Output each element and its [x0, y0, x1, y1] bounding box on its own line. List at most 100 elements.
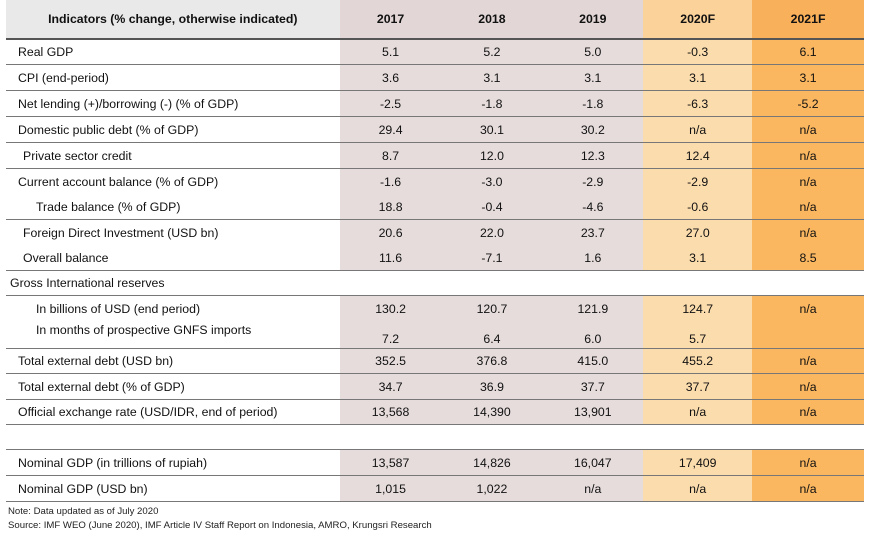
- value-cell: n/a: [643, 400, 753, 424]
- value-cell: 5.2: [441, 40, 543, 64]
- value-cell: 8.5: [752, 245, 864, 270]
- value-cell: 13,587: [339, 450, 442, 475]
- value-cell: 3.1: [441, 65, 543, 90]
- value-cell: n/a: [752, 374, 864, 399]
- value-cell: 12.4: [643, 143, 753, 168]
- table-row: Current account balance (% of GDP) -1.6 …: [6, 169, 864, 194]
- value-cell: 376.8: [441, 349, 543, 373]
- value-cell: 12.0: [441, 143, 543, 168]
- value-cell: 29.4: [339, 117, 442, 142]
- table-row: Foreign Direct Investment (USD bn) 20.6 …: [6, 220, 864, 245]
- value-cell: n/a: [752, 349, 864, 373]
- table-row: Nominal GDP (USD bn) 1,015 1,022 n/a n/a…: [6, 476, 864, 502]
- value-cell: 18.8: [339, 194, 442, 219]
- header-year-2020f: 2020F: [643, 0, 753, 38]
- value-cell: 6.4: [441, 321, 543, 348]
- value-cell: 14,390: [441, 400, 543, 424]
- section-label: Gross International reserves: [6, 271, 340, 295]
- value-cell: n/a: [752, 220, 864, 245]
- value-cell: n/a: [752, 450, 864, 475]
- value-cell: 3.1: [643, 245, 753, 270]
- value-cell: n/a: [752, 169, 864, 194]
- value-cell: 27.0: [643, 220, 753, 245]
- value-cell: 5.7: [643, 321, 753, 348]
- value-cell: n/a: [752, 400, 864, 424]
- table-source: Source: IMF WEO (June 2020), IMF Article…: [8, 520, 432, 531]
- value-cell: 22.0: [441, 220, 543, 245]
- value-cell: 3.6: [339, 65, 442, 90]
- table-row: In months of prospective GNFS imports 7.…: [6, 321, 864, 349]
- row-label: Net lending (+)/borrowing (-) (% of GDP): [6, 91, 340, 116]
- value-cell: 1.6: [542, 245, 644, 270]
- row-label: Domestic public debt (% of GDP): [6, 117, 340, 142]
- value-cell: -0.3: [643, 40, 753, 64]
- value-cell: -7.1: [441, 245, 543, 270]
- row-label: Total external debt (% of GDP): [6, 374, 340, 399]
- header-year-2018: 2018: [441, 0, 543, 38]
- value-cell: -6.3: [643, 91, 753, 116]
- section-row: Gross International reserves: [6, 271, 864, 295]
- value-cell: n/a: [752, 476, 864, 501]
- value-cell: 13,568: [339, 400, 442, 424]
- table-row: Net lending (+)/borrowing (-) (% of GDP)…: [6, 91, 864, 117]
- value-cell: n/a: [752, 194, 864, 219]
- value-cell: 37.7: [643, 374, 753, 399]
- value-cell: -1.8: [441, 91, 543, 116]
- table-row: Total external debt (USD bn) 352.5 376.8…: [6, 349, 864, 374]
- value-cell: 34.7: [339, 374, 442, 399]
- table-row: Private sector credit 8.7 12.0 12.3 12.4…: [6, 143, 864, 169]
- header-year-2019: 2019: [542, 0, 644, 38]
- value-cell: 30.2: [542, 117, 644, 142]
- value-cell: n/a: [752, 296, 864, 321]
- value-cell: 37.7: [542, 374, 644, 399]
- value-cell: 124.7: [643, 296, 753, 321]
- row-label: Trade balance (% of GDP): [6, 194, 340, 219]
- table-row: CPI (end-period) 3.6 3.1 3.1 3.1 3.1: [6, 65, 864, 91]
- table-header: Indicators (% change, otherwise indicate…: [6, 0, 864, 40]
- table-note: Note: Data updated as of July 2020: [8, 506, 159, 517]
- value-cell: 120.7: [441, 296, 543, 321]
- value-cell: 30.1: [441, 117, 543, 142]
- value-cell: 455.2: [643, 349, 753, 373]
- value-cell: n/a: [542, 476, 644, 501]
- value-cell: 6.1: [752, 40, 864, 64]
- value-cell: 13,901: [542, 400, 644, 424]
- row-label: In months of prospective GNFS imports: [6, 321, 340, 348]
- row-label: Current account balance (% of GDP): [6, 169, 340, 194]
- spacer-row: [6, 425, 864, 450]
- value-cell: 352.5: [339, 349, 442, 373]
- indicators-table: Indicators (% change, otherwise indicate…: [6, 0, 864, 502]
- value-cell: 36.9: [441, 374, 543, 399]
- value-cell: 6.0: [542, 321, 644, 348]
- value-cell: 7.2: [339, 321, 442, 348]
- value-cell: 20.6: [339, 220, 442, 245]
- table-row: Nominal GDP (in trillions of rupiah) 13,…: [6, 450, 864, 476]
- row-label: Overall balance: [6, 245, 340, 270]
- value-cell: -1.6: [339, 169, 442, 194]
- value-cell: 23.7: [542, 220, 644, 245]
- header-year-2017: 2017: [339, 0, 442, 38]
- value-cell: -0.4: [441, 194, 543, 219]
- value-cell: 5.0: [542, 40, 644, 64]
- table-row: Overall balance 11.6 -7.1 1.6 3.1 8.5: [6, 245, 864, 271]
- table-row: Real GDP 5.1 5.2 5.0 -0.3 6.1: [6, 40, 864, 65]
- table-row: Official exchange rate (USD/IDR, end of …: [6, 400, 864, 425]
- value-cell: -4.6: [542, 194, 644, 219]
- header-year-2021f: 2021F: [752, 0, 864, 38]
- value-cell: -3.0: [441, 169, 543, 194]
- value-cell: n/a: [643, 476, 753, 501]
- value-cell: 8.7: [339, 143, 442, 168]
- value-cell: 3.1: [643, 65, 753, 90]
- value-cell: 130.2: [339, 296, 442, 321]
- value-cell: 3.1: [752, 65, 864, 90]
- value-cell: 12.3: [542, 143, 644, 168]
- value-cell: -2.9: [542, 169, 644, 194]
- value-cell: 1,015: [339, 476, 442, 501]
- row-label: Total external debt (USD bn): [6, 349, 340, 373]
- value-cell: n/a: [643, 117, 753, 142]
- value-cell: -2.9: [643, 169, 753, 194]
- value-cell: 16,047: [542, 450, 644, 475]
- table-row: In billions of USD (end period) 130.2 12…: [6, 295, 864, 321]
- value-cell: -0.6: [643, 194, 753, 219]
- value-cell: 5.1: [339, 40, 442, 64]
